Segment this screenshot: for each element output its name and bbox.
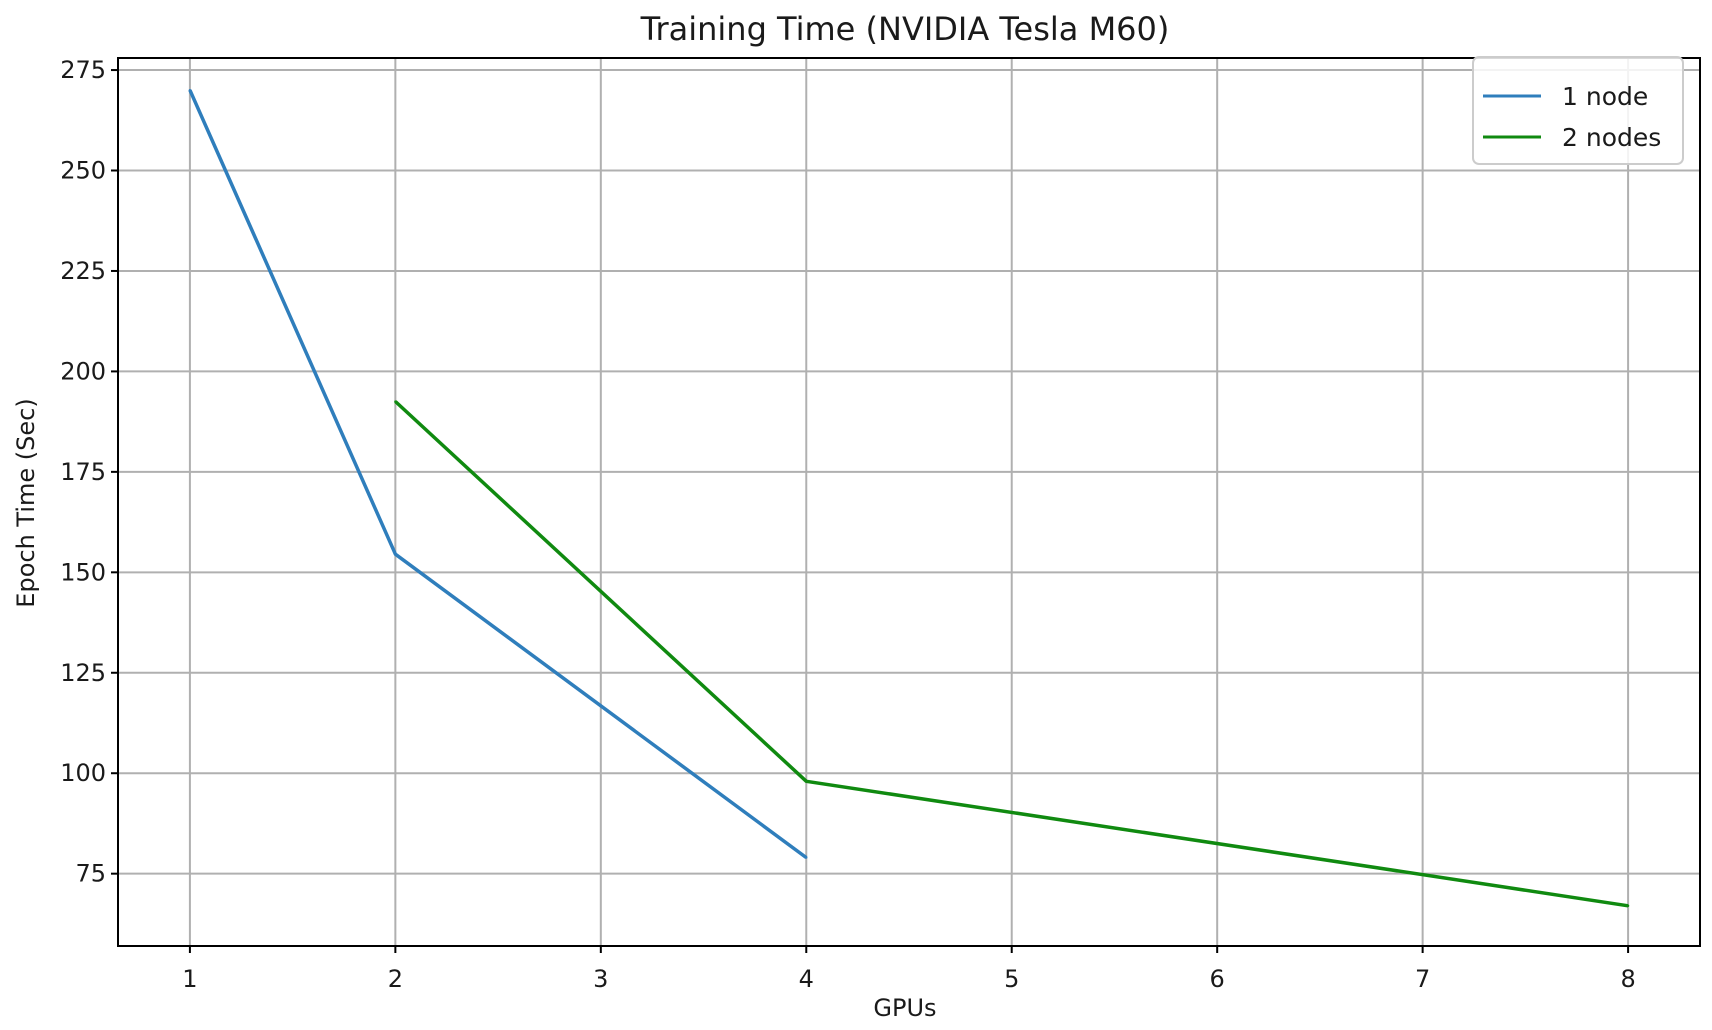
y-tick-label: 75	[75, 860, 106, 888]
x-axis-title: GPUs	[873, 994, 936, 1022]
grid	[118, 58, 1700, 946]
chart-title: Training Time (NVIDIA Tesla M60)	[640, 10, 1170, 48]
y-tick-label: 125	[60, 659, 106, 687]
series-lines	[188, 88, 1630, 908]
x-tick-label: 4	[799, 965, 814, 993]
x-tick-label: 3	[593, 965, 608, 993]
data-point	[805, 856, 808, 859]
x-tick-label: 6	[1210, 965, 1225, 993]
plot-frame	[117, 57, 1701, 947]
y-axis-title: Epoch Time (Sec)	[12, 398, 40, 607]
y-tick-label: 250	[60, 157, 106, 185]
x-tick-label: 2	[388, 965, 403, 993]
data-point	[394, 400, 397, 403]
x-axis-ticks: 1 2 3 4 5 6 7 8	[182, 946, 1636, 993]
data-point	[1626, 904, 1630, 908]
y-tick-label: 275	[60, 56, 106, 84]
data-point	[188, 88, 192, 92]
y-tick-label: 225	[60, 257, 106, 285]
legend-label-2-nodes: 2 nodes	[1562, 123, 1661, 152]
y-tick-label: 100	[60, 759, 106, 787]
y-tick-label: 150	[60, 558, 106, 586]
y-tick-label: 175	[60, 458, 106, 486]
data-point	[805, 780, 808, 783]
y-axis-ticks: 75 100 125 150 175 200 225 250 275	[60, 56, 118, 888]
legend: 1 node 2 nodes	[1472, 56, 1684, 165]
series-line-1-node	[188, 89, 808, 860]
x-tick-label: 1	[182, 965, 197, 993]
x-tick-label: 7	[1415, 965, 1430, 993]
x-tick-label: 8	[1620, 965, 1635, 993]
data-point	[394, 553, 397, 556]
legend-label-1-node: 1 node	[1562, 82, 1648, 111]
y-tick-label: 200	[60, 357, 106, 385]
x-tick-label: 5	[1004, 965, 1019, 993]
